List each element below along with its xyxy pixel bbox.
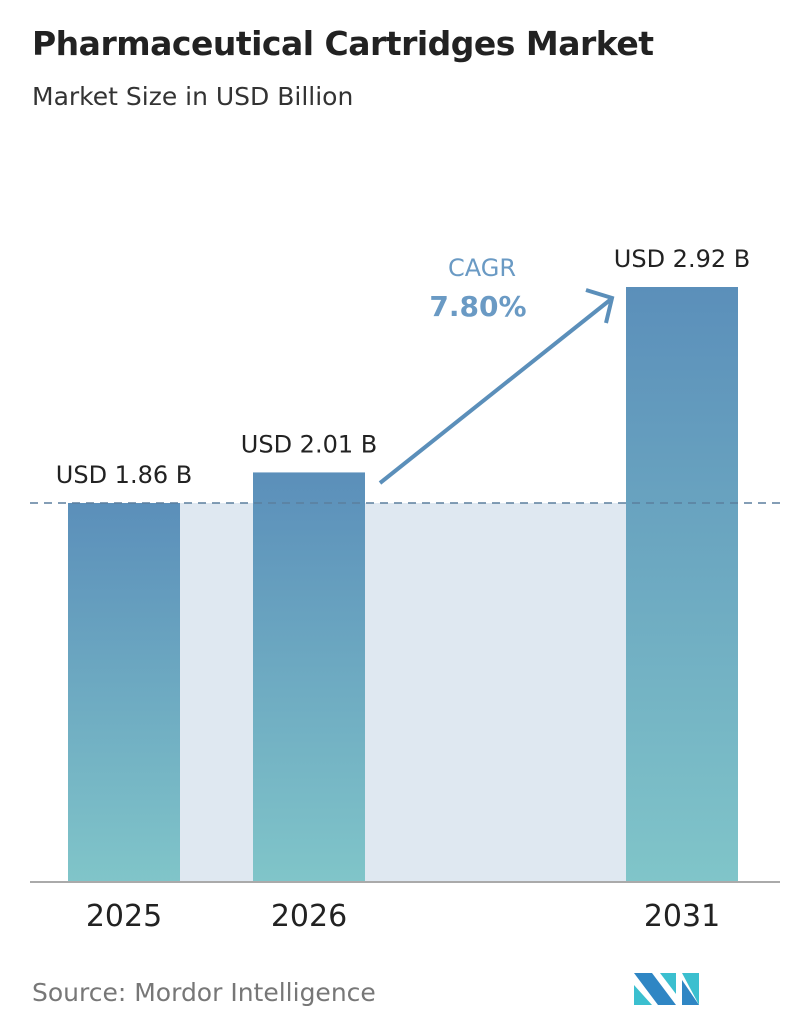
x-tick-label: 2025 xyxy=(86,899,162,934)
source-note: Source: Mordor Intelligence xyxy=(32,978,376,1007)
x-tick-label: 2031 xyxy=(644,899,720,934)
mordor-logo xyxy=(634,973,699,1005)
cagr-arrow xyxy=(378,288,615,485)
data-label: USD 2.01 B xyxy=(241,430,377,458)
bar-2031 xyxy=(626,287,738,882)
shaded-region xyxy=(180,502,626,882)
cagr-label: CAGR xyxy=(448,254,516,282)
data-label: USD 1.86 B xyxy=(56,461,192,489)
chart-subtitle: Market Size in USD Billion xyxy=(32,82,354,111)
x-tick-label: 2026 xyxy=(271,899,347,934)
chart-title: Pharmaceutical Cartridges Market xyxy=(32,24,654,63)
bar-2025 xyxy=(68,502,180,882)
cagr-value: 7.80% xyxy=(429,290,526,323)
bar-2026 xyxy=(253,472,365,882)
data-label: USD 2.92 B xyxy=(614,245,750,273)
